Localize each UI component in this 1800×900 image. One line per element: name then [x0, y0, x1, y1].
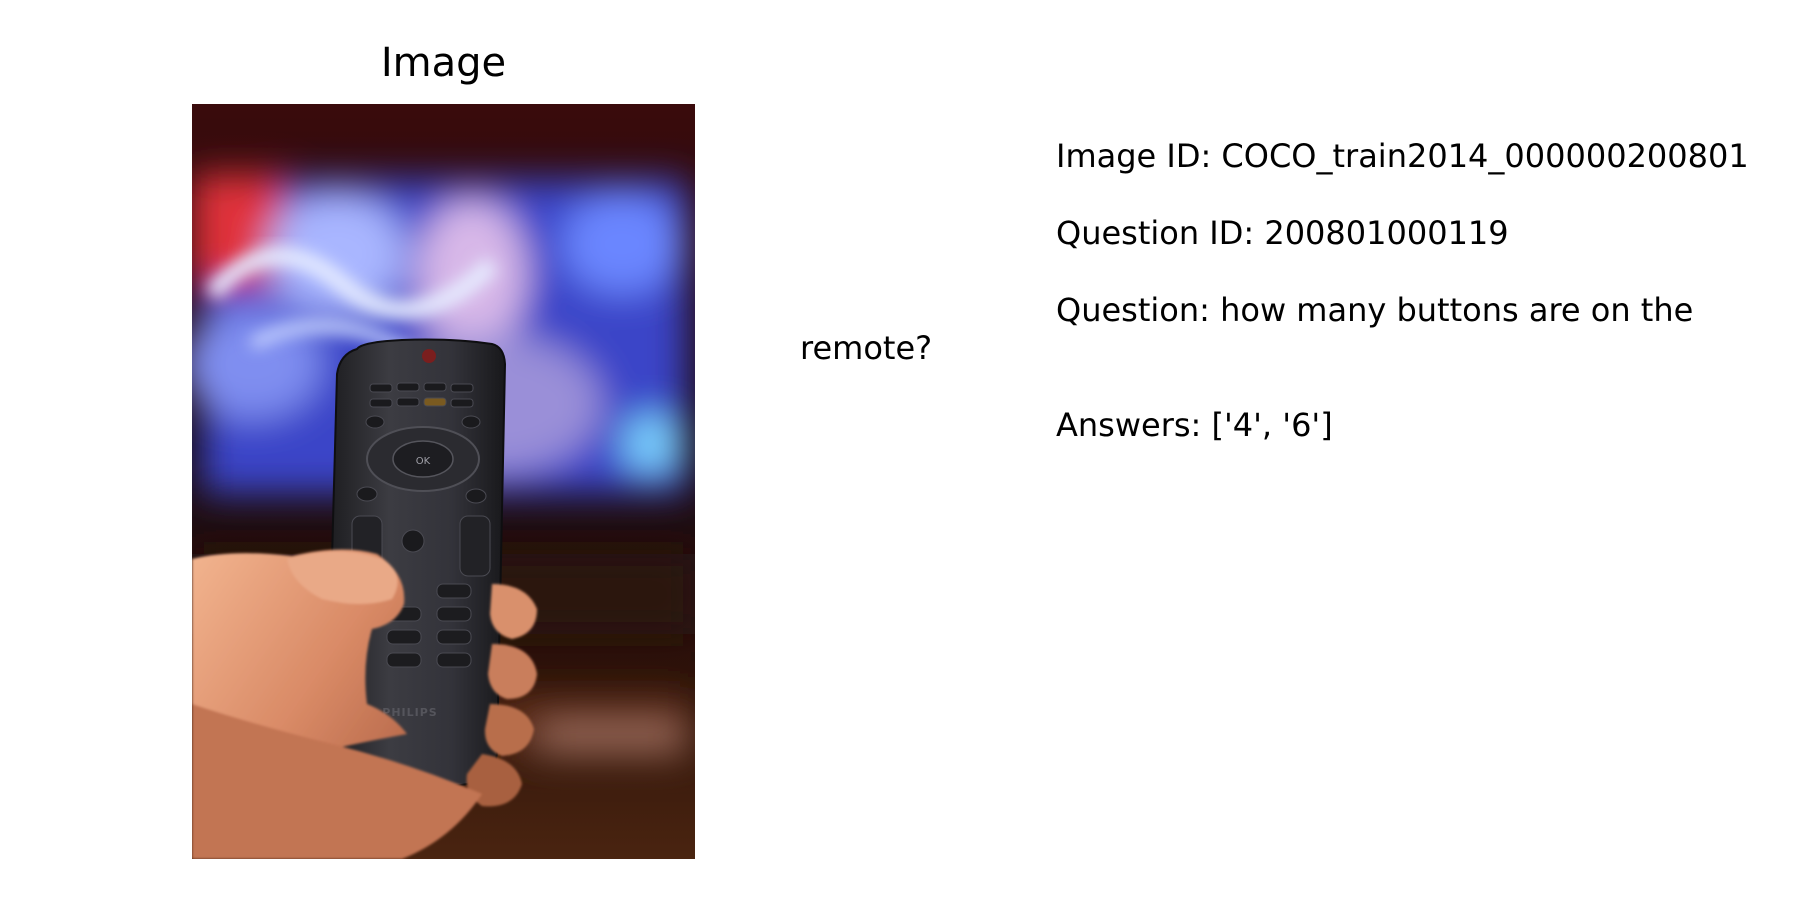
- question-text-line-1: Question: how many buttons are on the: [1056, 291, 1694, 329]
- image-panel-title: Image: [380, 40, 507, 86]
- question-id-text: Question ID: 200801000119: [1056, 214, 1509, 252]
- question-text-line-2: remote?: [800, 329, 933, 367]
- tv-remote-photo: OK PHILIPS: [192, 104, 695, 859]
- remote-brand-label: PHILIPS: [382, 706, 437, 719]
- image-id-text: Image ID: COCO_train2014_000000200801: [1056, 137, 1749, 175]
- answers-text: Answers: ['4', '6']: [1056, 406, 1333, 444]
- remote-ok-label: OK: [416, 456, 431, 467]
